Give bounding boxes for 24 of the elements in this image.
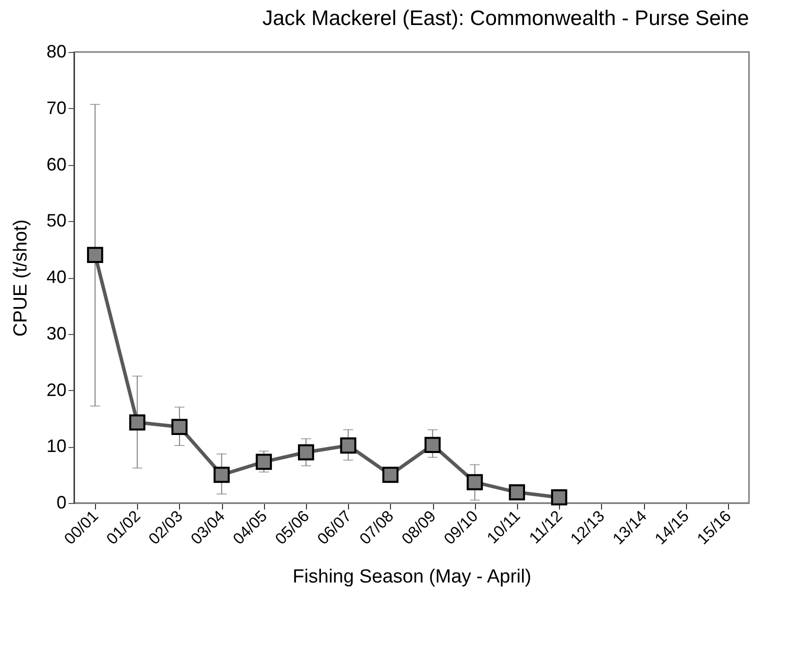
point	[129, 414, 146, 430]
y-tick-label: 40	[46, 267, 66, 287]
point	[87, 246, 104, 264]
point	[382, 466, 398, 483]
chart-title: Jack Mackerel (East): Commonwealth - Purse Seine	[262, 7, 749, 30]
point	[508, 484, 526, 500]
x-axis-title: Fishing Season (May - April)	[292, 566, 532, 588]
y-tick-label: 0	[56, 492, 66, 512]
y-tick-label: 30	[46, 323, 66, 344]
point	[214, 466, 230, 483]
point	[171, 418, 188, 435]
y-tick-label: 10	[46, 436, 66, 456]
point	[340, 437, 356, 454]
point	[298, 444, 314, 460]
y-tick-label: 60	[46, 154, 66, 174]
point	[424, 436, 441, 454]
y-tick-label: 80	[46, 42, 66, 62]
y-tick-label: 20	[46, 380, 66, 400]
point	[466, 474, 483, 490]
y-axis-title: CPUE (t/shot)	[10, 219, 32, 337]
point	[551, 489, 568, 506]
y-tick-label: 50	[46, 210, 66, 231]
point	[256, 454, 272, 470]
y-tick-label: 70	[46, 98, 66, 118]
